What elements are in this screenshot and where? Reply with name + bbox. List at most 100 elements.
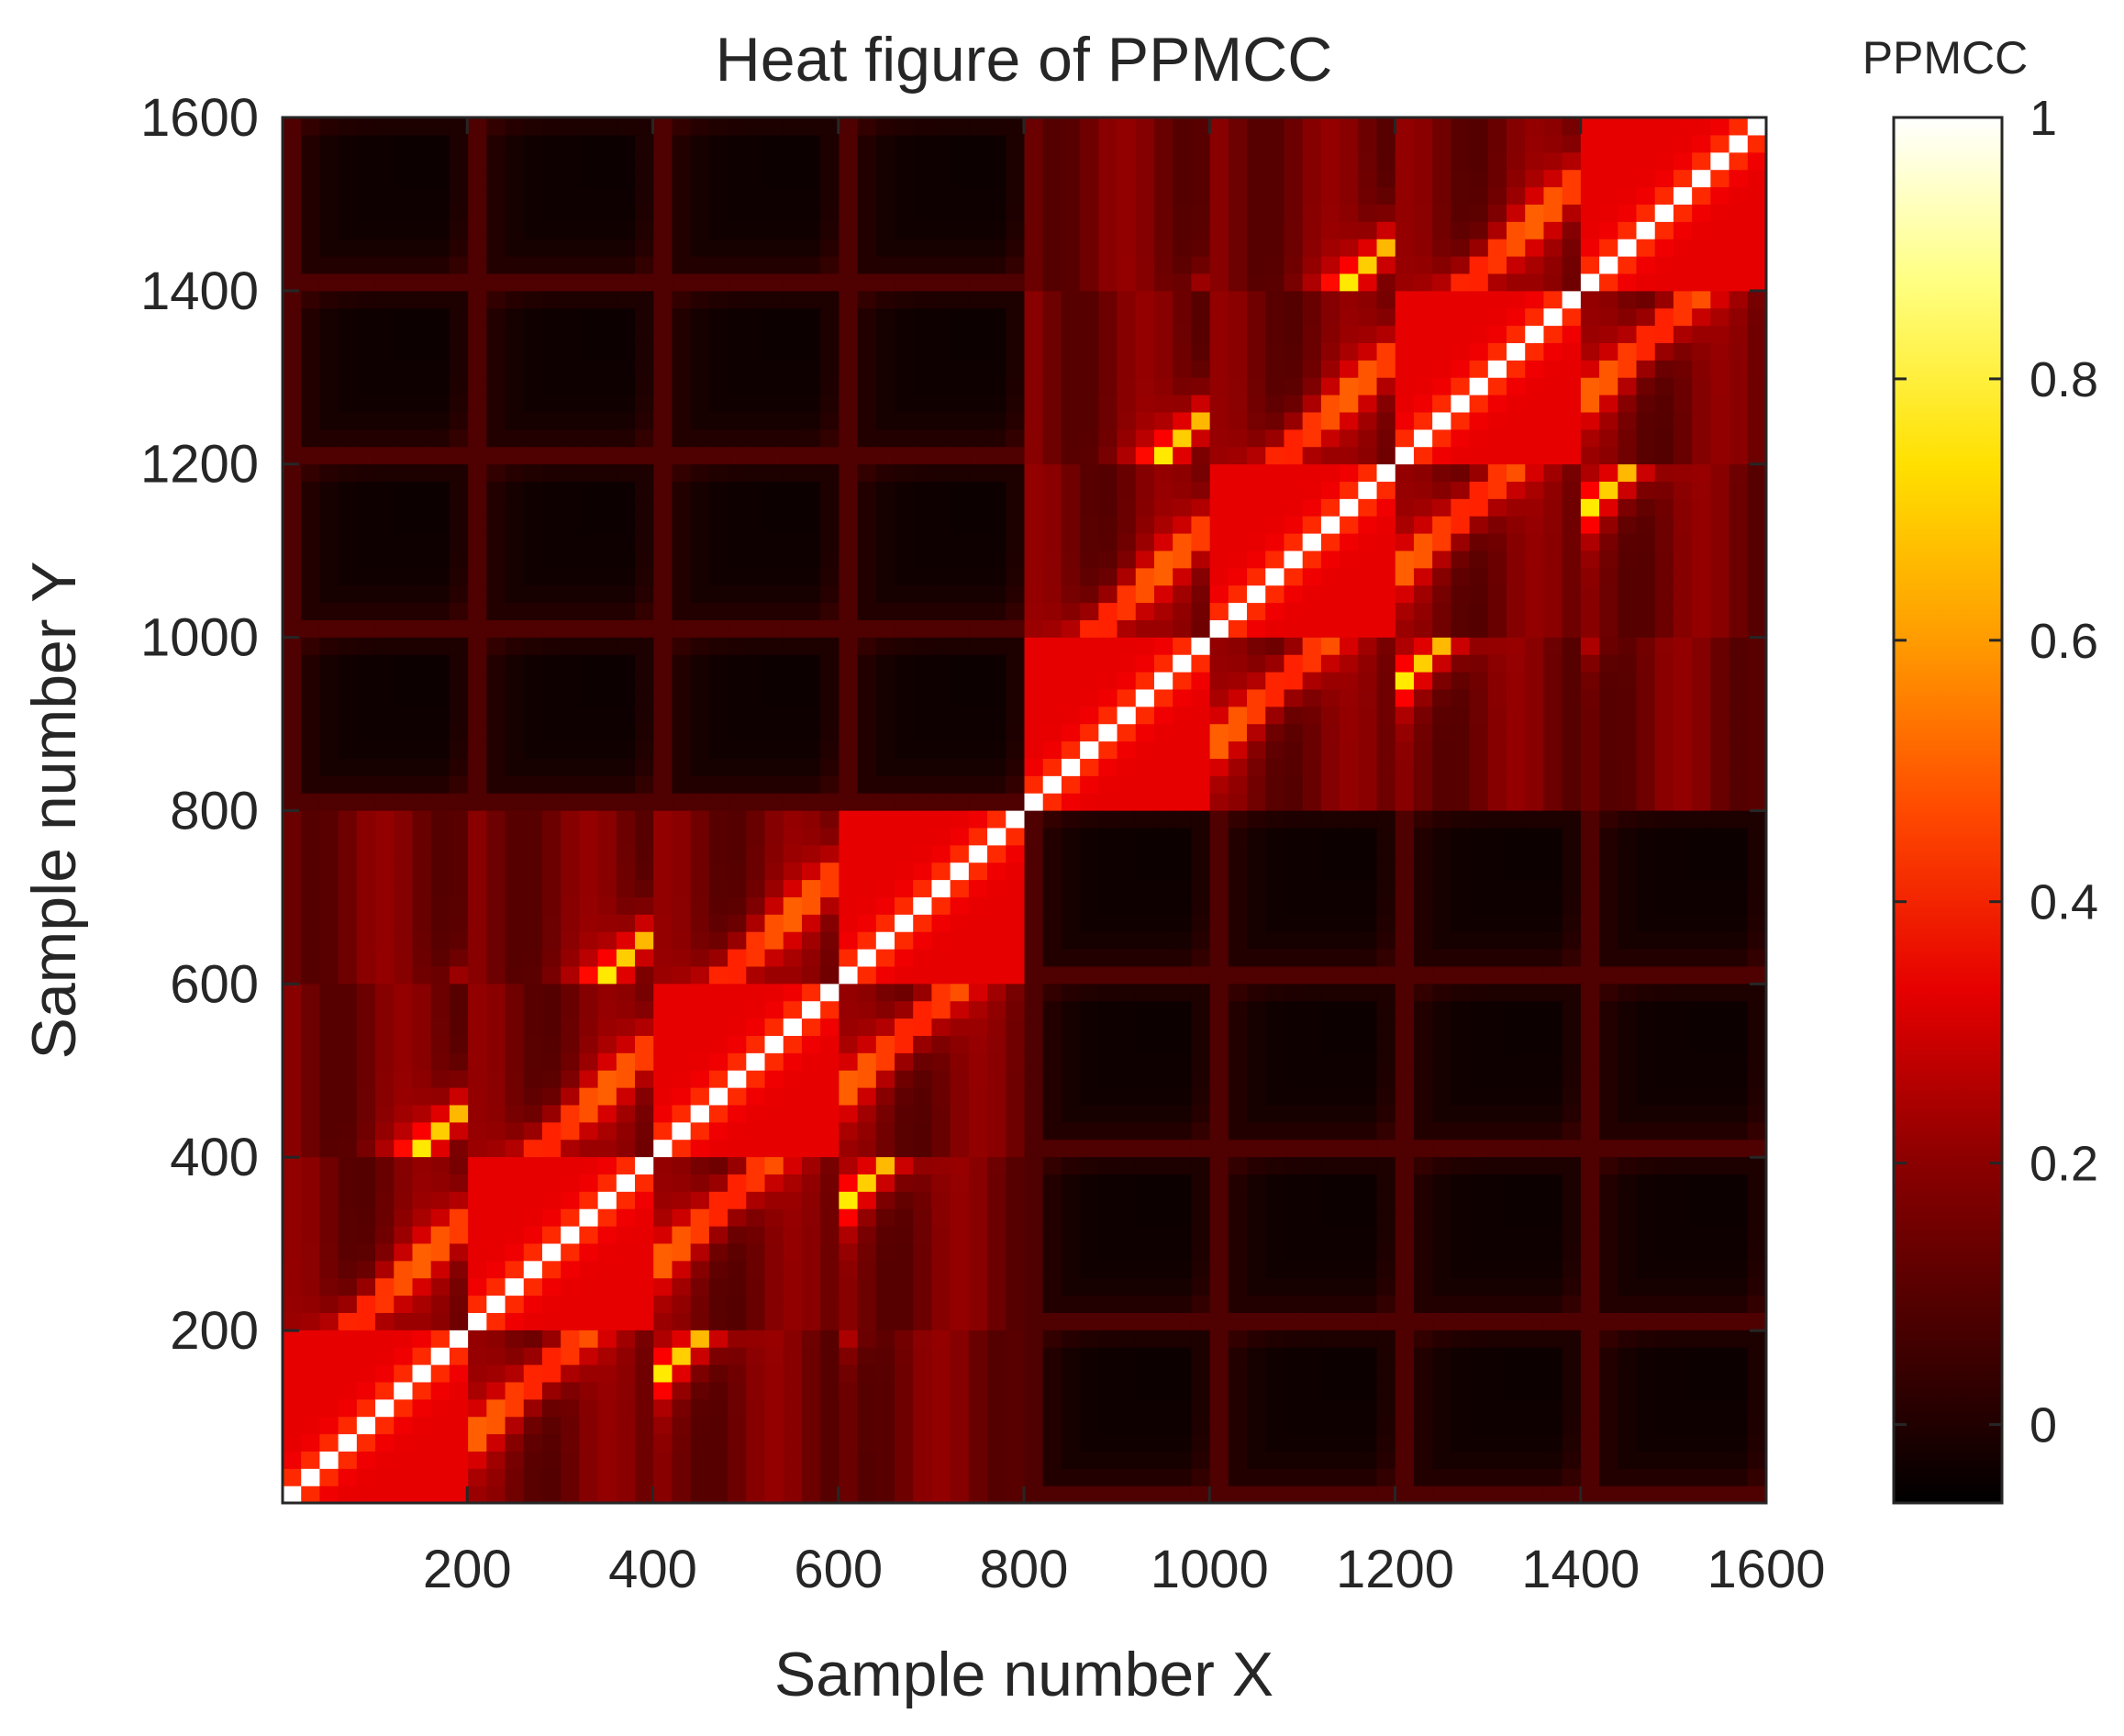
heatmap-cell bbox=[801, 1174, 821, 1192]
heatmap-cell bbox=[875, 672, 895, 690]
heatmap-cell bbox=[635, 793, 654, 811]
heatmap-cell bbox=[987, 550, 1006, 569]
heatmap-cell bbox=[1376, 1000, 1396, 1019]
heatmap-cell bbox=[1302, 1174, 1322, 1192]
heatmap-cell bbox=[690, 239, 710, 257]
heatmap-cell bbox=[1413, 1018, 1433, 1036]
heatmap-cell bbox=[1302, 965, 1322, 985]
heatmap-cell bbox=[968, 1381, 988, 1400]
heatmap-cell bbox=[468, 740, 487, 759]
heatmap-cell bbox=[913, 204, 933, 222]
heatmap-cell bbox=[950, 463, 970, 482]
heatmap-cell bbox=[839, 204, 859, 222]
heatmap-cell bbox=[1265, 914, 1285, 932]
heatmap-cell bbox=[319, 740, 339, 759]
heatmap-cell bbox=[561, 325, 580, 343]
heatmap-cell bbox=[1302, 1416, 1322, 1435]
heatmap-cell bbox=[987, 827, 1006, 846]
heatmap-cell bbox=[468, 1364, 487, 1383]
heatmap-cell bbox=[857, 1468, 877, 1486]
heatmap-cell bbox=[561, 1433, 580, 1452]
heatmap-cell bbox=[820, 983, 840, 1002]
heatmap-cell bbox=[541, 654, 562, 673]
heatmap-cell bbox=[839, 1104, 859, 1123]
heatmap-cell bbox=[931, 411, 951, 430]
heatmap-cell bbox=[579, 723, 599, 742]
heatmap-cell bbox=[301, 377, 321, 395]
heatmap-cell bbox=[1117, 307, 1137, 327]
heatmap-cell bbox=[1302, 204, 1322, 222]
heatmap-cell bbox=[523, 931, 543, 950]
heatmap-cell bbox=[1395, 775, 1415, 794]
heatmap-cell bbox=[895, 619, 914, 638]
heatmap-cell bbox=[394, 1330, 414, 1348]
heatmap-cell bbox=[1228, 498, 1248, 517]
heatmap-cell bbox=[931, 1364, 951, 1383]
heatmap-cell bbox=[653, 1121, 673, 1141]
heatmap-cell bbox=[1153, 377, 1173, 395]
heatmap-cell bbox=[1209, 1364, 1229, 1383]
heatmap-cell bbox=[783, 290, 803, 309]
heatmap-cell bbox=[764, 377, 784, 395]
heatmap-cell bbox=[746, 1018, 766, 1036]
heatmap-cell bbox=[1228, 879, 1248, 897]
heatmap-cell bbox=[1153, 463, 1173, 482]
heatmap-cell bbox=[283, 1242, 302, 1262]
heatmap-cell bbox=[468, 914, 487, 932]
heatmap-cell bbox=[1320, 931, 1340, 950]
heatmap-cell bbox=[1340, 879, 1359, 897]
heatmap-cell bbox=[375, 1191, 395, 1209]
heatmap-cell bbox=[839, 256, 859, 274]
heatmap-cell bbox=[708, 1347, 728, 1365]
heatmap-cell bbox=[301, 395, 321, 413]
heatmap-cell bbox=[616, 1191, 636, 1209]
heatmap-cell bbox=[1173, 1433, 1193, 1452]
heatmap-cell bbox=[839, 1208, 859, 1227]
heatmap-cell bbox=[1247, 169, 1266, 188]
heatmap-cell bbox=[468, 1087, 487, 1106]
heatmap-cell bbox=[931, 1295, 951, 1313]
heatmap-cell bbox=[1098, 134, 1118, 153]
heatmap-cell bbox=[672, 117, 692, 136]
heatmap-cell bbox=[1247, 516, 1266, 534]
heatmap-cell bbox=[1173, 1156, 1193, 1174]
heatmap-cell bbox=[338, 567, 358, 586]
heatmap-cell bbox=[857, 672, 877, 690]
heatmap-cell bbox=[597, 325, 617, 343]
heatmap-cell bbox=[931, 360, 951, 378]
heatmap-cell bbox=[820, 204, 840, 222]
heatmap-cell bbox=[1006, 1174, 1026, 1192]
heatmap-cell bbox=[561, 1104, 580, 1123]
heatmap-cell bbox=[820, 377, 840, 395]
heatmap-cell bbox=[1191, 1174, 1211, 1192]
heatmap-cell bbox=[746, 1433, 766, 1452]
heatmap-cell bbox=[1173, 983, 1193, 1002]
heatmap-cell bbox=[468, 931, 487, 950]
heatmap-cell bbox=[1358, 239, 1378, 257]
heatmap-cell bbox=[319, 983, 339, 1002]
heatmap-cell bbox=[561, 862, 580, 881]
heatmap-cell bbox=[764, 533, 784, 551]
heatmap-cell bbox=[783, 1433, 803, 1452]
heatmap-cell bbox=[449, 949, 469, 967]
heatmap-cell bbox=[1006, 654, 1026, 673]
heatmap-cell bbox=[875, 965, 895, 985]
heatmap-cell bbox=[931, 516, 951, 534]
heatmap-cell bbox=[746, 1156, 766, 1174]
heatmap-cell bbox=[950, 654, 970, 673]
heatmap-cell bbox=[1024, 672, 1044, 690]
heatmap-cell bbox=[1173, 1035, 1193, 1053]
heatmap-cell bbox=[801, 1433, 821, 1452]
heatmap-cell bbox=[931, 896, 951, 915]
heatmap-cell bbox=[301, 1486, 321, 1503]
heatmap-cell bbox=[913, 672, 933, 690]
heatmap-cell bbox=[1006, 1277, 1026, 1296]
heatmap-cell bbox=[1173, 134, 1193, 153]
heatmap-cell bbox=[968, 1139, 988, 1158]
heatmap-cell bbox=[1209, 567, 1229, 586]
heatmap-cell bbox=[968, 1398, 988, 1418]
heatmap-cell bbox=[635, 134, 654, 153]
heatmap-cell bbox=[1358, 377, 1378, 395]
heatmap-cell bbox=[1413, 619, 1433, 638]
heatmap-cell bbox=[1153, 516, 1173, 534]
